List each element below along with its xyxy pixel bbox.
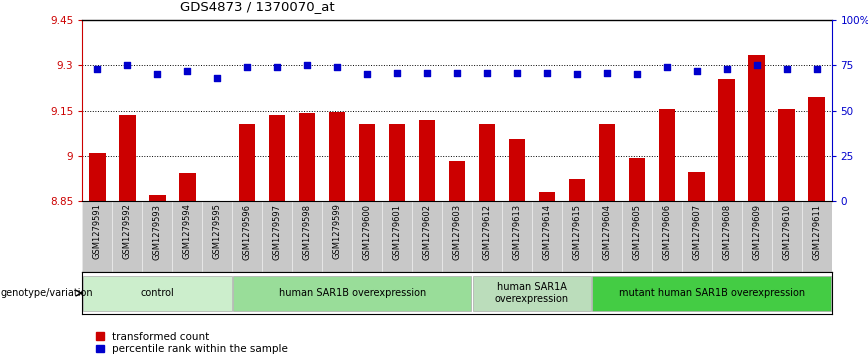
Bar	[239, 124, 255, 201]
Text: GDS4873 / 1370070_at: GDS4873 / 1370070_at	[180, 0, 334, 13]
Text: control: control	[141, 288, 174, 298]
Bar	[418, 120, 435, 201]
Text: human SAR1B overexpression: human SAR1B overexpression	[279, 288, 426, 298]
Text: GSM1279612: GSM1279612	[483, 204, 491, 260]
Point	[150, 72, 164, 77]
Bar	[329, 112, 345, 201]
Point	[540, 70, 554, 76]
Bar	[509, 139, 525, 201]
Text: GSM1279593: GSM1279593	[153, 204, 161, 260]
Point	[630, 72, 644, 77]
Point	[210, 75, 224, 81]
Legend: transformed count, percentile rank within the sample: transformed count, percentile rank withi…	[96, 331, 288, 354]
Bar	[719, 79, 735, 201]
Point	[240, 64, 254, 70]
Text: GSM1279591: GSM1279591	[93, 204, 102, 260]
Bar	[628, 158, 645, 201]
Text: GSM1279605: GSM1279605	[632, 204, 641, 260]
Text: GSM1279601: GSM1279601	[392, 204, 402, 260]
FancyBboxPatch shape	[472, 276, 591, 311]
Text: GSM1279598: GSM1279598	[303, 204, 312, 260]
Text: GSM1279599: GSM1279599	[332, 204, 342, 260]
Point	[660, 64, 674, 70]
FancyBboxPatch shape	[233, 276, 471, 311]
FancyBboxPatch shape	[593, 276, 831, 311]
Bar	[358, 124, 375, 201]
Point	[510, 70, 524, 76]
Point	[181, 68, 194, 74]
Point	[420, 70, 434, 76]
Text: GSM1279608: GSM1279608	[722, 204, 731, 260]
Point	[720, 66, 733, 72]
Bar	[779, 109, 795, 201]
Text: GSM1279609: GSM1279609	[753, 204, 761, 260]
Text: GSM1279613: GSM1279613	[512, 204, 522, 260]
Bar	[748, 55, 765, 201]
Text: GSM1279603: GSM1279603	[452, 204, 462, 260]
Text: mutant human SAR1B overexpression: mutant human SAR1B overexpression	[619, 288, 805, 298]
Bar	[808, 97, 825, 201]
Point	[121, 62, 135, 68]
Point	[450, 70, 464, 76]
FancyBboxPatch shape	[83, 276, 232, 311]
Bar	[149, 195, 166, 201]
Text: GSM1279614: GSM1279614	[542, 204, 551, 260]
Text: GSM1279592: GSM1279592	[123, 204, 132, 260]
Bar	[389, 124, 405, 201]
Point	[300, 62, 314, 68]
Text: human SAR1A
overexpression: human SAR1A overexpression	[495, 282, 569, 304]
Bar	[659, 109, 675, 201]
Text: GSM1279596: GSM1279596	[243, 204, 252, 260]
Text: GSM1279602: GSM1279602	[423, 204, 431, 260]
Text: GSM1279611: GSM1279611	[812, 204, 821, 260]
Bar	[179, 173, 195, 201]
Bar	[539, 192, 556, 201]
Point	[90, 66, 104, 72]
Point	[330, 64, 344, 70]
Text: GSM1279606: GSM1279606	[662, 204, 671, 260]
Point	[480, 70, 494, 76]
Point	[600, 70, 614, 76]
Text: GSM1279595: GSM1279595	[213, 204, 222, 260]
Bar	[569, 179, 585, 201]
Point	[750, 62, 764, 68]
Point	[360, 72, 374, 77]
Bar	[449, 161, 465, 201]
Bar	[479, 124, 496, 201]
Bar	[119, 115, 135, 201]
Point	[390, 70, 404, 76]
Text: GSM1279604: GSM1279604	[602, 204, 611, 260]
Bar	[89, 153, 106, 201]
Text: genotype/variation: genotype/variation	[1, 288, 94, 298]
Bar	[688, 172, 705, 201]
Point	[270, 64, 284, 70]
Point	[810, 66, 824, 72]
Bar	[269, 115, 286, 201]
Point	[690, 68, 704, 74]
Text: GSM1279594: GSM1279594	[183, 204, 192, 260]
Text: GSM1279597: GSM1279597	[273, 204, 282, 260]
Point	[779, 66, 793, 72]
Point	[570, 72, 584, 77]
Text: GSM1279600: GSM1279600	[363, 204, 372, 260]
Text: GSM1279610: GSM1279610	[782, 204, 791, 260]
Bar	[599, 124, 615, 201]
Text: GSM1279607: GSM1279607	[692, 204, 701, 260]
Bar	[299, 113, 315, 201]
Text: GSM1279615: GSM1279615	[572, 204, 582, 260]
